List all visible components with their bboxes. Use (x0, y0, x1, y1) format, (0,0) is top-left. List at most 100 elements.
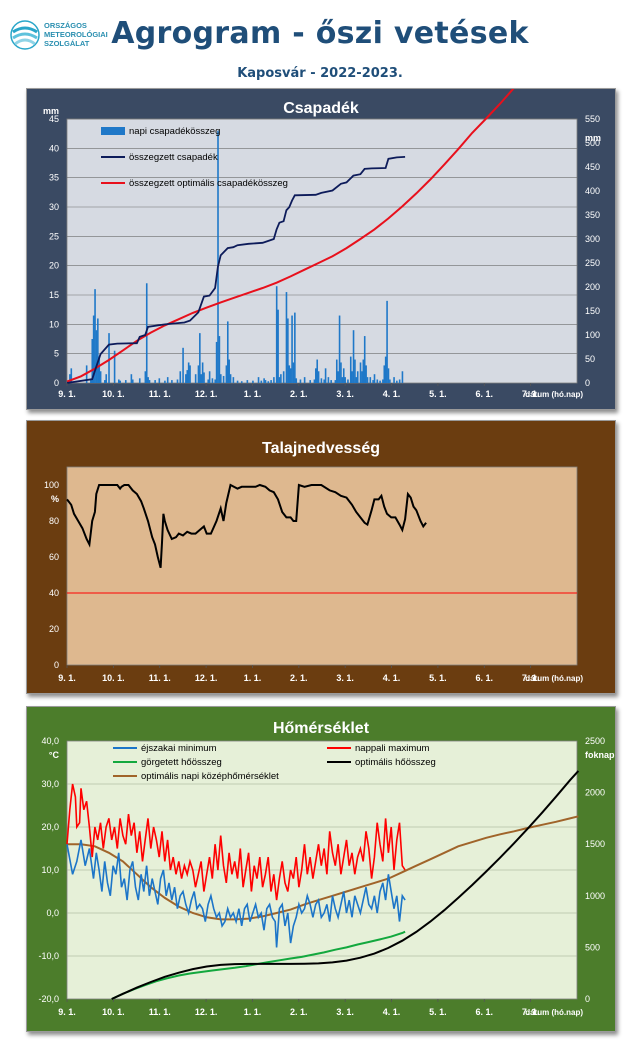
x-tick-label: 5. 1. (429, 673, 447, 683)
rain-bar (369, 377, 372, 383)
rain-bar (347, 379, 349, 383)
rain-bar (379, 380, 381, 383)
rain-bar (199, 333, 201, 383)
rain-bar (203, 372, 205, 383)
legend-label: éjszakai minimum (141, 743, 217, 754)
rain-bar (359, 362, 362, 383)
rain-bar (194, 374, 197, 383)
rain-bar (401, 371, 404, 383)
rain-bar (396, 380, 398, 383)
y-tick-label-left: 20,0 (41, 822, 59, 832)
rain-bar (189, 365, 191, 383)
y-tick-label: 100 (44, 480, 59, 490)
night-minimum-line (66, 839, 406, 948)
x-tick-label: 10. 1. (102, 389, 125, 399)
chart-title: Hőmérséklet (273, 720, 370, 737)
rain-bar (287, 318, 289, 383)
rain-bar (197, 365, 200, 383)
x-tick-label: 2. 1. (290, 389, 308, 399)
rain-bar (99, 371, 102, 383)
rain-bar (288, 365, 291, 383)
rain-bar (373, 374, 376, 383)
x-tick-label: 1. 1. (244, 389, 262, 399)
y-axis-unit-right: foknap (585, 750, 615, 760)
y-tick-label-right: 1000 (585, 891, 605, 901)
x-tick-label: 11. 1. (149, 389, 171, 399)
rain-bar (148, 380, 151, 383)
rain-bar (355, 377, 358, 383)
y-tick-label-left: 45 (49, 114, 59, 124)
y-tick-label-left: 40,0 (41, 736, 59, 746)
rain-bar (257, 377, 260, 383)
rain-bar (236, 380, 239, 383)
rain-bar (207, 379, 210, 383)
rain-bar (338, 315, 341, 383)
rain-bar (222, 375, 225, 383)
rain-bar (166, 377, 169, 383)
y-tick-label-left: 10,0 (41, 865, 59, 875)
legend-label: összegzett optimális csapadékösszeg (129, 178, 288, 189)
y-tick-label-right: 2500 (585, 736, 605, 746)
y-tick-label: 40 (49, 588, 59, 598)
rain-bar (324, 368, 327, 383)
rain-bar (182, 347, 184, 383)
y-tick-label-right: 500 (585, 138, 600, 148)
y-tick-label-left: 30,0 (41, 779, 59, 789)
rain-bar (186, 370, 189, 383)
x-tick-label: 11. 1. (149, 1007, 171, 1017)
rain-bar (327, 377, 330, 383)
rain-bar (344, 377, 346, 383)
y-tick-label-right: 350 (585, 210, 600, 220)
x-tick-label: 5. 1. (429, 1007, 447, 1017)
rain-bar (176, 379, 179, 383)
rain-bar (354, 359, 356, 383)
rain-bar (340, 362, 342, 383)
y-tick-label-left: 0 (54, 378, 59, 388)
y-tick-label-right: 50 (585, 354, 595, 364)
rain-bar (330, 380, 332, 383)
y-tick-label-left: 5 (54, 349, 59, 359)
rain-bar (95, 330, 98, 383)
optimal-heat-sum-line (111, 770, 580, 1000)
rain-bar (130, 374, 133, 383)
x-tick-label: 4. 1. (383, 389, 401, 399)
x-tick-label: 11. 1. (149, 673, 171, 683)
rain-bar (105, 374, 108, 383)
chart-title: Csapadék (283, 100, 359, 117)
rain-bar (289, 368, 292, 383)
rain-bar (246, 380, 249, 383)
y-tick-label-right: 1500 (585, 839, 605, 849)
x-axis-label: dátum (hó.nap) (525, 390, 583, 399)
rain-bar (263, 378, 265, 383)
x-tick-label: 3. 1. (336, 1007, 354, 1017)
x-tick-label: 9. 1. (58, 673, 76, 683)
rain-bar (323, 379, 325, 383)
x-tick-label: 6. 1. (476, 389, 494, 399)
rain-bar (229, 374, 232, 383)
optimal-daily-mean-line (67, 815, 579, 921)
rain-bar (292, 362, 295, 383)
rain-bar (352, 330, 355, 383)
rain-bar (303, 377, 306, 383)
y-tick-label-left: 25 (49, 231, 59, 241)
y-tick-label-left: 40 (49, 143, 59, 153)
rain-bar (90, 380, 92, 383)
rain-bar (240, 381, 243, 383)
rain-bar (97, 318, 99, 383)
legend-label: optimális napi középhőmérséklet (141, 771, 279, 782)
logo-emblem-icon (10, 20, 40, 50)
rain-bar (282, 371, 285, 383)
rain-bar (362, 359, 365, 383)
rain-bar (273, 377, 275, 383)
rain-bar (91, 339, 94, 383)
rain-bar (225, 365, 228, 383)
rain-bar (144, 371, 147, 383)
rain-bar (384, 356, 387, 383)
rain-bar (382, 379, 384, 383)
rain-bar (228, 359, 230, 383)
rain-bar (337, 371, 339, 383)
y-tick-label-left: 30 (49, 202, 59, 212)
rain-bar (211, 378, 214, 383)
rain-bar (69, 374, 71, 383)
rain-bar (342, 368, 345, 383)
